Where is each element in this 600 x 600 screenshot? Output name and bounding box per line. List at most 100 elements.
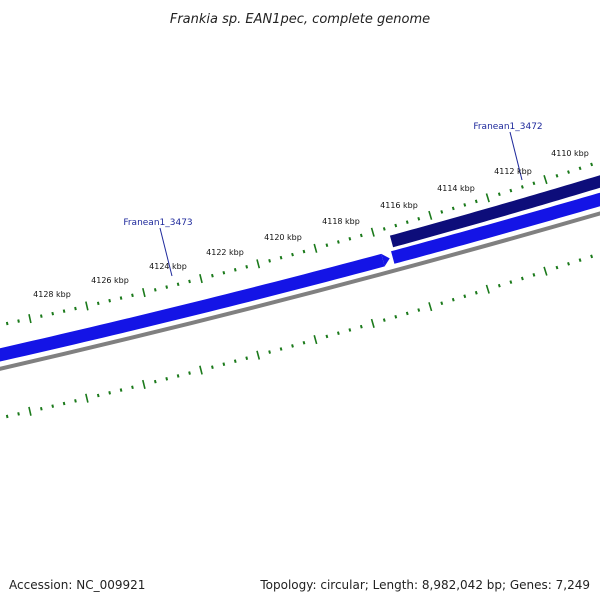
minor-tick <box>74 399 77 403</box>
major-tick <box>199 274 203 284</box>
minor-tick <box>131 293 134 298</box>
minor-tick <box>153 379 157 384</box>
minor-tick <box>590 162 594 167</box>
tick-label: 4120 kbp <box>264 233 302 242</box>
minor-tick <box>222 362 226 367</box>
outer-tick-ring <box>5 162 594 326</box>
minor-tick <box>233 359 237 364</box>
minor-tick <box>555 265 559 270</box>
minor-tick <box>382 318 386 322</box>
minor-tick <box>440 301 444 306</box>
major-tick <box>28 314 32 324</box>
minor-tick <box>62 309 66 313</box>
minor-tick <box>96 301 100 306</box>
minor-tick <box>578 258 582 262</box>
gene-franean1-3473[interactable] <box>0 253 385 362</box>
minor-tick <box>348 328 352 332</box>
minor-tick <box>325 243 329 247</box>
major-tick <box>313 243 318 253</box>
minor-tick <box>348 236 352 241</box>
minor-tick <box>382 227 386 231</box>
minor-tick <box>222 270 226 275</box>
tick-label: 4112 kbp <box>494 167 532 176</box>
minor-tick <box>153 288 157 292</box>
genome-title: Frankia sp. EAN1pec, complete genome <box>170 12 430 27</box>
minor-tick <box>245 265 249 269</box>
minor-tick <box>268 258 271 263</box>
major-tick <box>485 284 490 294</box>
minor-tick <box>325 334 329 339</box>
gene-label-3473[interactable]: Franean1_3473 <box>123 218 192 228</box>
minor-tick <box>211 365 214 369</box>
minor-tick <box>233 267 237 272</box>
minor-tick <box>520 185 524 189</box>
minor-tick <box>96 393 100 398</box>
tick-label: 4122 kbp <box>206 248 244 257</box>
gene-label-leader-3473 <box>159 227 173 277</box>
tick-label: 4118 kbp <box>322 217 360 226</box>
tick-label: 4124 kbp <box>149 262 187 271</box>
tick-label: 4126 kbp <box>91 276 129 285</box>
gene-label-3472[interactable]: Franean1_3472 <box>473 122 542 132</box>
major-tick <box>142 379 146 390</box>
minor-tick <box>40 314 43 318</box>
major-tick <box>256 350 261 360</box>
minor-tick <box>17 412 20 416</box>
major-tick <box>313 335 318 345</box>
minor-tick <box>165 285 169 289</box>
gene-forward-segment[interactable] <box>391 192 600 264</box>
minor-tick <box>509 280 513 284</box>
minor-tick <box>394 314 398 319</box>
genome-summary: Topology: circular; Length: 8,982,042 bp… <box>260 578 590 592</box>
minor-tick <box>336 240 340 244</box>
minor-tick <box>359 233 363 238</box>
minor-tick <box>131 385 134 390</box>
major-tick <box>199 365 203 375</box>
minor-tick <box>497 283 501 288</box>
gene-franean1-3472[interactable] <box>389 175 600 248</box>
minor-tick <box>463 294 467 299</box>
minor-tick <box>590 254 594 259</box>
minor-tick <box>451 206 455 211</box>
inner-tick-ring <box>5 254 594 419</box>
minor-tick <box>291 344 294 348</box>
major-tick <box>85 393 89 403</box>
minor-tick <box>119 388 123 392</box>
major-tick <box>543 266 548 276</box>
minor-tick <box>474 199 478 204</box>
minor-tick <box>279 255 283 260</box>
major-tick <box>142 288 146 298</box>
minor-tick <box>440 210 444 214</box>
minor-tick <box>291 252 294 257</box>
minor-tick <box>188 279 191 284</box>
gene-label-leader-3472 <box>509 131 523 181</box>
tick-label-group: 4110 kbp 4112 kbp 4114 kbp 4116 kbp 4118 kbp… <box>33 149 589 299</box>
major-tick <box>256 259 261 269</box>
major-tick <box>485 193 490 203</box>
minor-tick <box>417 216 421 221</box>
minor-tick <box>268 350 271 354</box>
minor-tick <box>119 296 123 300</box>
gene-direction-arrow <box>381 253 390 267</box>
minor-tick <box>165 377 169 381</box>
genome-backbone <box>0 211 600 371</box>
minor-tick <box>567 170 570 174</box>
minor-tick <box>5 321 9 326</box>
minor-tick <box>497 192 501 197</box>
minor-tick <box>176 374 180 378</box>
minor-tick <box>405 220 409 225</box>
minor-tick <box>532 181 536 186</box>
major-tick <box>428 302 433 312</box>
tick-label: 4114 kbp <box>437 184 475 193</box>
minor-tick <box>108 298 111 303</box>
minor-tick <box>62 401 66 406</box>
minor-tick <box>509 188 513 193</box>
minor-tick <box>532 273 536 277</box>
minor-tick <box>302 249 306 254</box>
minor-tick <box>578 166 582 171</box>
minor-tick <box>474 290 478 295</box>
tick-label: 4128 kbp <box>33 290 71 299</box>
minor-tick <box>451 297 455 302</box>
minor-tick <box>302 340 306 345</box>
